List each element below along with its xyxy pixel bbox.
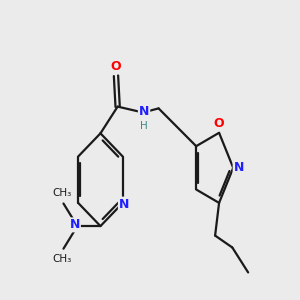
Text: N: N (119, 198, 129, 211)
Text: CH₃: CH₃ (52, 254, 72, 264)
Text: N: N (70, 218, 80, 231)
Text: CH₃: CH₃ (52, 188, 72, 198)
Text: O: O (111, 60, 121, 73)
Text: H: H (140, 122, 148, 131)
Text: N: N (139, 105, 149, 118)
Text: N: N (234, 161, 244, 174)
Text: O: O (214, 117, 224, 130)
